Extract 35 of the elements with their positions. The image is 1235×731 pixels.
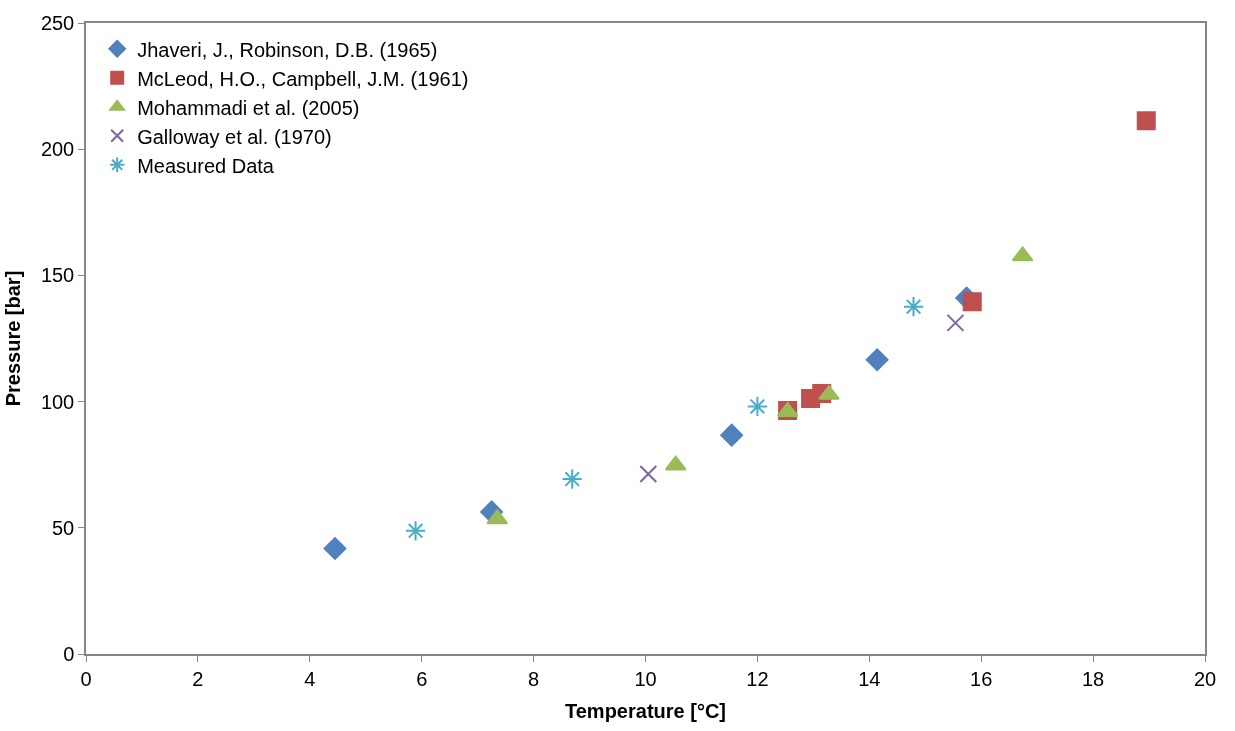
x-tick-label: 14: [858, 667, 881, 690]
x-tick-label: 20: [1193, 667, 1217, 690]
point: [561, 468, 583, 490]
point: [323, 537, 347, 560]
x-tick-label: 16: [970, 667, 993, 690]
point: [865, 348, 889, 372]
x-axis-title: Temperature [°C]: [565, 699, 726, 722]
x-tick-label: 12: [746, 667, 769, 690]
y-tick-label: 250: [40, 12, 75, 34]
point: [902, 296, 925, 318]
point: [720, 423, 744, 447]
x-tick-label: 2: [192, 667, 204, 690]
point: [962, 292, 982, 312]
legend-label: Mohammadi et al. (2005): [137, 96, 360, 119]
y-tick-label: 50: [52, 516, 75, 539]
point: [639, 465, 658, 484]
x-tick-label: 0: [80, 667, 92, 690]
point: [404, 520, 427, 542]
y-axis-title: Pressure [bar]: [1, 270, 24, 407]
x-tick-label: 10: [634, 667, 657, 690]
x-tick-label: 8: [528, 667, 540, 690]
x-tick-label: 6: [416, 667, 428, 690]
y-tick-label: 150: [40, 264, 75, 287]
y-tick-label: 0: [63, 643, 75, 665]
point: [1136, 111, 1156, 131]
x-tick-label: 4: [304, 667, 316, 690]
x-tick-label: 18: [1081, 667, 1105, 690]
legend-label: Jhaveri, J., Robinson, D.B. (1965): [137, 38, 438, 61]
y-tick-label: 200: [40, 138, 75, 161]
legend-label: Measured Data: [137, 154, 275, 177]
legend-label: McLeod, H.O., Campbell, J.M. (1961): [137, 67, 469, 90]
point: [746, 395, 768, 417]
point: [946, 313, 965, 332]
legend-label: Galloway et al. (1970): [137, 125, 332, 148]
y-tick-label: 100: [40, 390, 75, 413]
